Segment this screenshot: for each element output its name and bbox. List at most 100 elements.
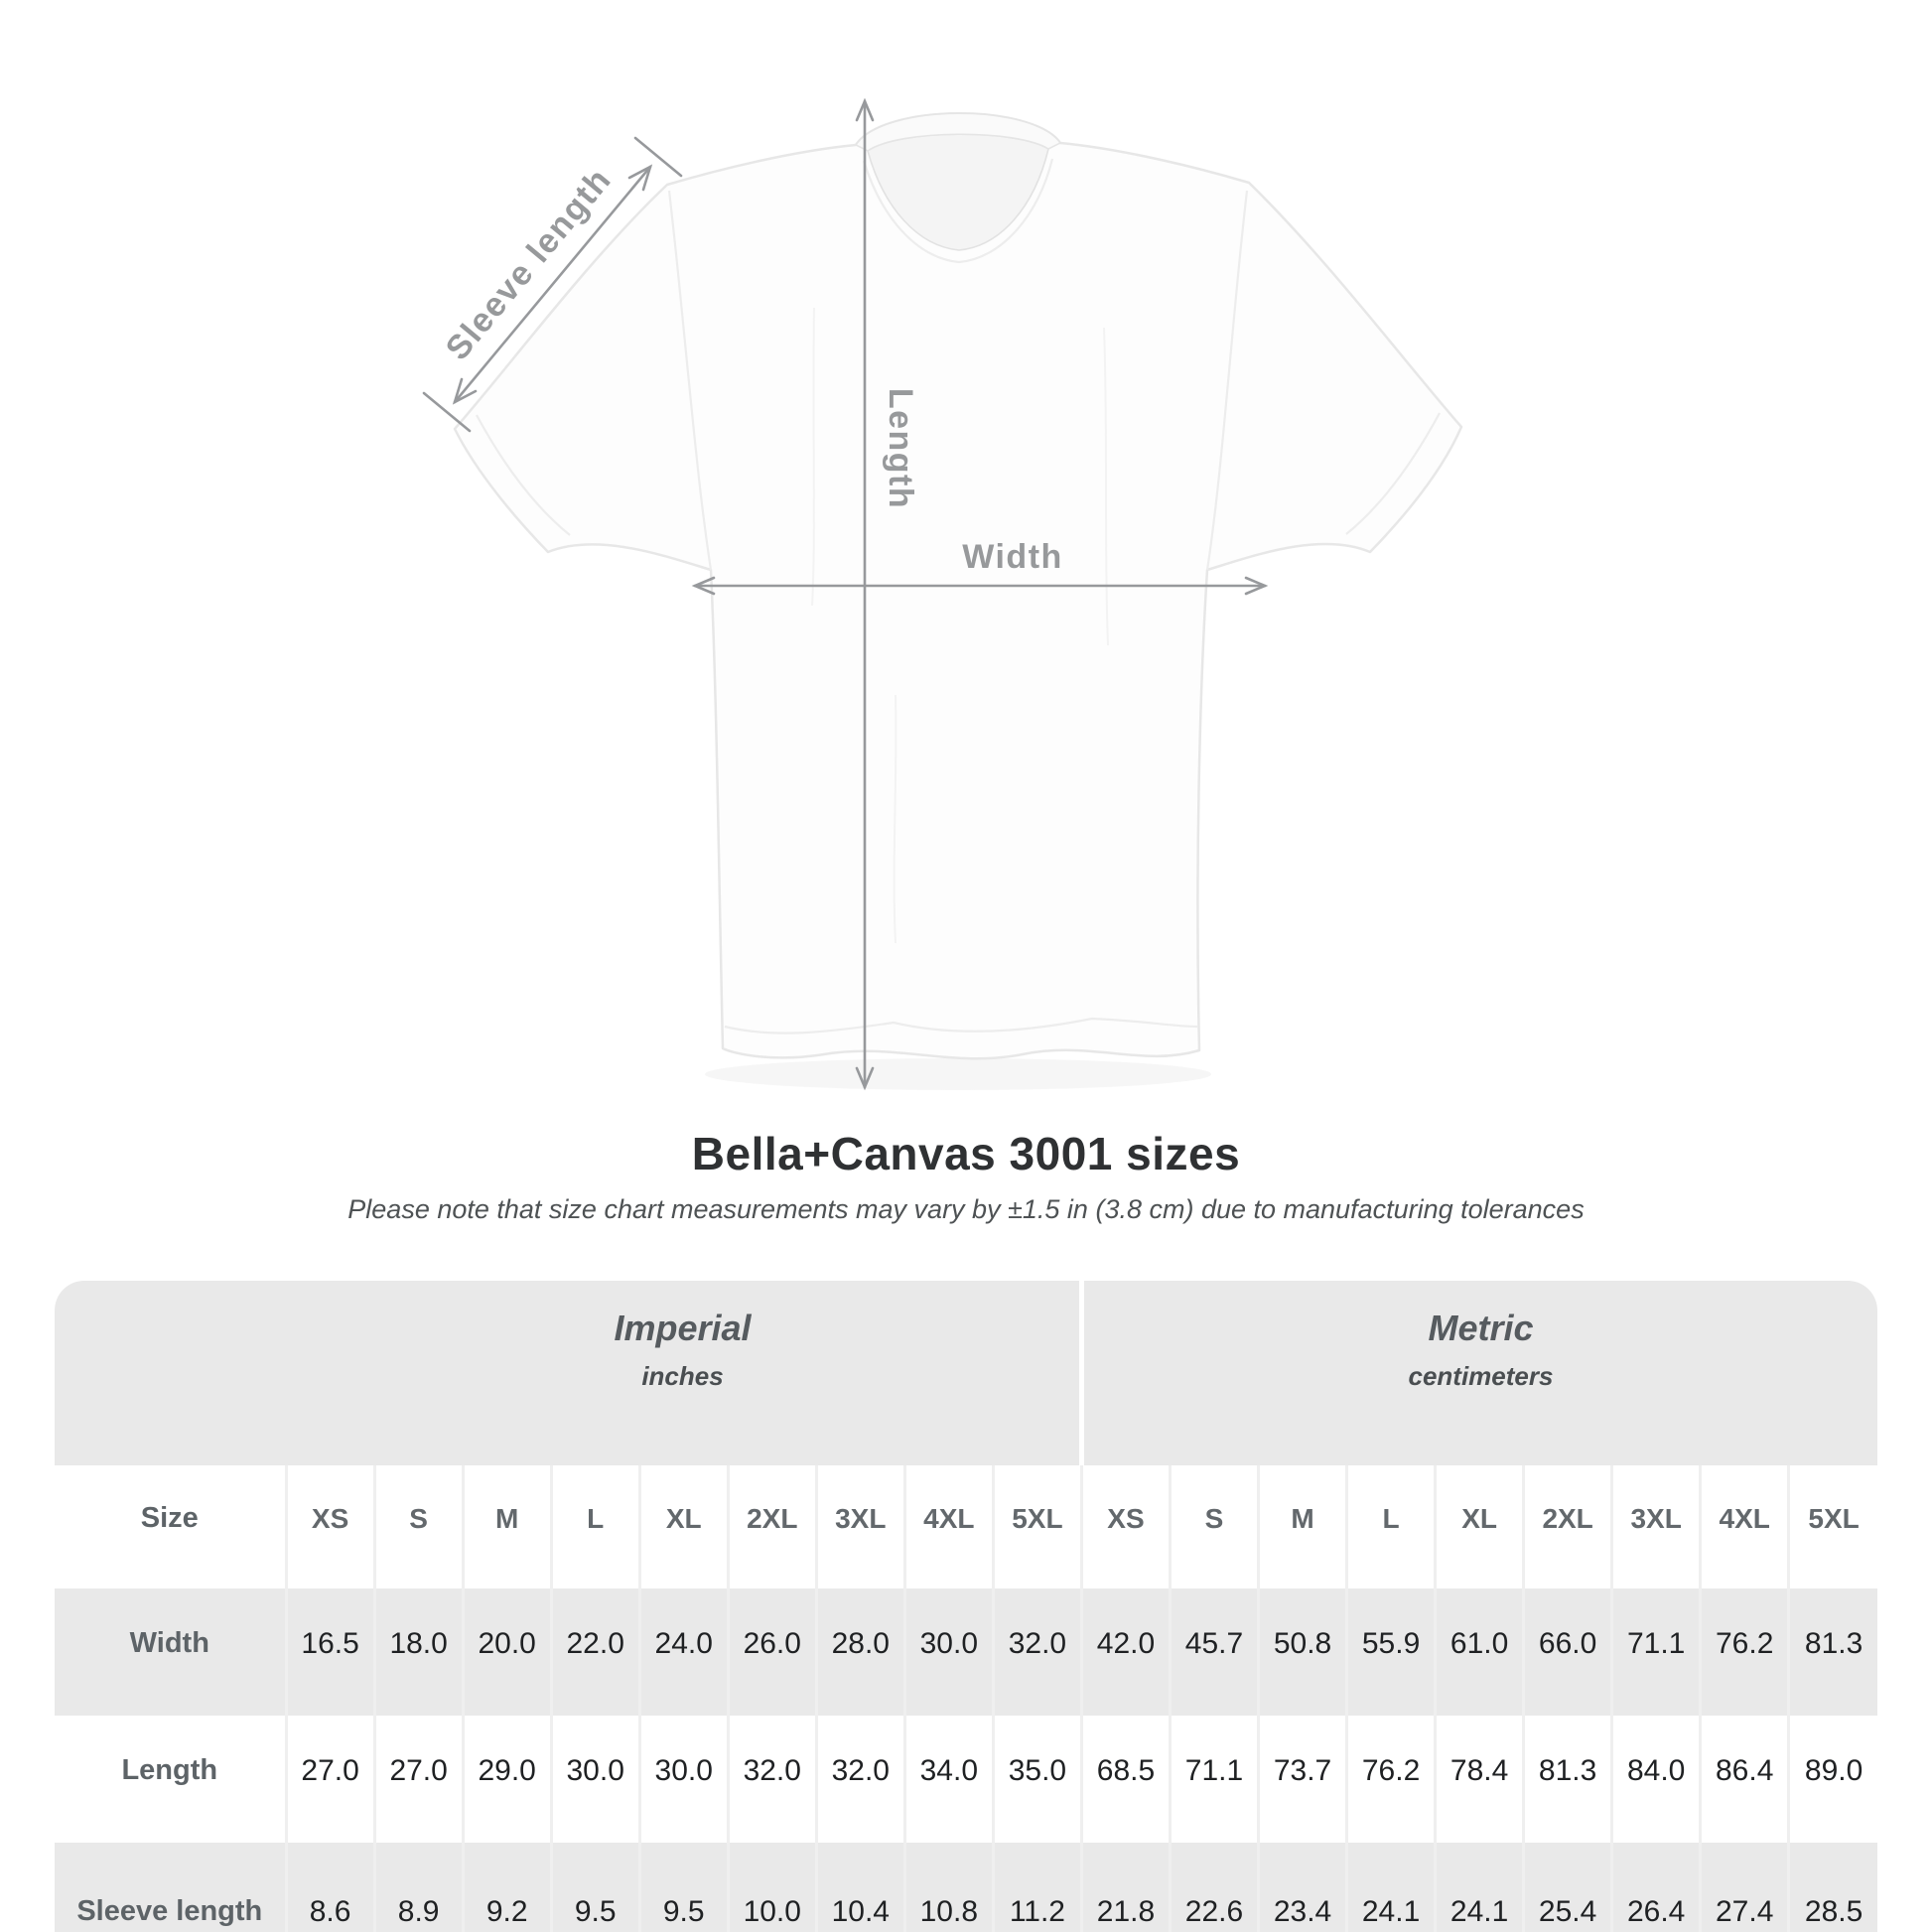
size-col-header-metric-l: L <box>1345 1464 1436 1588</box>
length-metric-l: 76.2 <box>1345 1715 1436 1843</box>
width-imperial-m: 20.0 <box>461 1587 552 1716</box>
row-label-sleeve-length: Sleeve length <box>55 1842 287 1932</box>
size-header-row: Size XS S M L XL 2XL 3XL 4XL 5XL XS S M … <box>55 1464 1877 1588</box>
length-dimension-arrow: Length <box>855 97 919 1091</box>
width-metric-l: 55.9 <box>1345 1587 1436 1716</box>
length-imperial-s: 27.0 <box>372 1715 464 1843</box>
sleeve-imperial-3xl: 10.4 <box>814 1842 905 1932</box>
size-col-header-metric-m: M <box>1257 1464 1347 1588</box>
sleeve-imperial-s: 8.9 <box>372 1842 464 1932</box>
width-imperial-3xl: 28.0 <box>814 1587 905 1716</box>
length-imperial-3xl: 32.0 <box>814 1715 905 1843</box>
length-metric-xs: 68.5 <box>1079 1715 1171 1843</box>
width-metric-m: 50.8 <box>1257 1587 1347 1716</box>
size-col-header-imperial-2xl: 2XL <box>726 1464 817 1588</box>
width-metric-5xl: 81.3 <box>1787 1587 1877 1716</box>
hem-stitch <box>724 1017 1198 1035</box>
unit-group-row: Imperial inches Metric centimeters <box>55 1280 1877 1465</box>
length-metric-s: 71.1 <box>1168 1715 1259 1843</box>
sleeve-metric-l: 24.1 <box>1345 1842 1436 1932</box>
size-col-header-imperial-xl: XL <box>637 1464 729 1588</box>
size-col-header-imperial-5xl: 5XL <box>991 1464 1082 1588</box>
imperial-unit: inches <box>641 1360 724 1391</box>
wrinkle-line <box>893 694 897 944</box>
tshirt-diagram: Length Width Sleeve length <box>422 97 1463 1091</box>
sleeve-metric-5xl: 28.5 <box>1787 1842 1877 1932</box>
sleeve-metric-xl: 24.1 <box>1434 1842 1524 1932</box>
width-imperial-5xl: 32.0 <box>991 1587 1082 1716</box>
table-corner-spacer <box>55 1280 287 1465</box>
width-metric-xl: 61.0 <box>1434 1587 1524 1716</box>
size-table: Imperial inches Metric centimeters Size … <box>55 1280 1877 1932</box>
sleeve-imperial-m: 9.2 <box>461 1842 552 1932</box>
width-imperial-2xl: 26.0 <box>726 1587 817 1716</box>
left-cuff-seam <box>476 414 571 536</box>
neckline-stitch <box>862 158 1054 264</box>
left-sleeve-seam <box>667 190 713 571</box>
length-imperial-5xl: 35.0 <box>991 1715 1082 1843</box>
length-metric-xl: 78.4 <box>1434 1715 1524 1843</box>
sleeve-metric-m: 23.4 <box>1257 1842 1347 1932</box>
metric-label: Metric <box>1428 1307 1534 1348</box>
page-title: Bella+Canvas 3001 sizes <box>691 1128 1241 1179</box>
sleeve-imperial-5xl: 11.2 <box>991 1842 1082 1932</box>
length-metric-m: 73.7 <box>1257 1715 1347 1843</box>
length-imperial-xs: 27.0 <box>284 1715 375 1843</box>
size-table-card: Imperial inches Metric centimeters Size … <box>55 1280 1877 1932</box>
width-metric-4xl: 76.2 <box>1699 1587 1789 1716</box>
size-corner-header: Size <box>55 1464 287 1588</box>
length-imperial-2xl: 32.0 <box>726 1715 817 1843</box>
size-col-header-metric-s: S <box>1168 1464 1259 1588</box>
sleeve-metric-3xl: 26.4 <box>1610 1842 1701 1932</box>
width-dimension-arrow: Width <box>691 538 1269 596</box>
sleeve-metric-xs: 21.8 <box>1079 1842 1171 1932</box>
sleeve-imperial-xs: 8.6 <box>284 1842 375 1932</box>
length-imperial-m: 29.0 <box>461 1715 552 1843</box>
size-col-header-metric-2xl: 2XL <box>1522 1464 1612 1588</box>
sleeve-imperial-4xl: 10.8 <box>902 1842 994 1932</box>
right-cuff-seam <box>1345 412 1441 535</box>
sleeve-length-row: Sleeve length 8.6 8.9 9.2 9.5 9.5 10.0 1… <box>55 1842 1877 1932</box>
size-col-header-metric-xs: XS <box>1079 1464 1171 1588</box>
size-col-header-imperial-4xl: 4XL <box>902 1464 994 1588</box>
length-imperial-xl: 30.0 <box>637 1715 729 1843</box>
length-label: Length <box>882 388 919 509</box>
width-imperial-4xl: 30.0 <box>902 1587 994 1716</box>
width-imperial-l: 22.0 <box>549 1587 640 1716</box>
width-imperial-s: 18.0 <box>372 1587 464 1716</box>
sleeve-metric-2xl: 25.4 <box>1522 1842 1612 1932</box>
width-metric-2xl: 66.0 <box>1522 1587 1612 1716</box>
tshirt-diagram-section: Length Width Sleeve length <box>422 97 1463 1091</box>
sleeve-metric-s: 22.6 <box>1168 1842 1259 1932</box>
sleeve-imperial-xl: 9.5 <box>637 1842 729 1932</box>
size-col-header-metric-4xl: 4XL <box>1699 1464 1789 1588</box>
size-col-header-metric-xl: XL <box>1434 1464 1524 1588</box>
length-metric-3xl: 84.0 <box>1610 1715 1701 1843</box>
size-col-header-imperial-xs: XS <box>284 1464 375 1588</box>
width-metric-3xl: 71.1 <box>1610 1587 1701 1716</box>
tolerance-note: Please note that size chart measurements… <box>347 1193 1585 1224</box>
width-metric-xs: 42.0 <box>1079 1587 1171 1716</box>
length-imperial-4xl: 34.0 <box>902 1715 994 1843</box>
wrinkle-line <box>1103 327 1109 646</box>
sleeve-imperial-l: 9.5 <box>549 1842 640 1932</box>
length-metric-5xl: 89.0 <box>1787 1715 1877 1843</box>
width-row: Width 16.5 18.0 20.0 22.0 24.0 26.0 28.0… <box>55 1587 1877 1716</box>
right-sleeve-seam <box>1205 190 1249 571</box>
length-row: Length 27.0 27.0 29.0 30.0 30.0 32.0 32.… <box>55 1715 1877 1843</box>
size-col-header-metric-3xl: 3XL <box>1610 1464 1701 1588</box>
size-col-header-imperial-m: M <box>461 1464 552 1588</box>
width-metric-s: 45.7 <box>1168 1587 1259 1716</box>
sleeve-imperial-2xl: 10.0 <box>726 1842 817 1932</box>
row-label-width: Width <box>55 1587 287 1716</box>
length-imperial-l: 30.0 <box>549 1715 640 1843</box>
metric-group-header: Metric centimeters <box>1078 1280 1877 1465</box>
shirt-shadow <box>705 1058 1211 1090</box>
size-col-header-imperial-s: S <box>372 1464 464 1588</box>
length-metric-2xl: 81.3 <box>1522 1715 1612 1843</box>
metric-unit: centimeters <box>1408 1360 1554 1391</box>
collar-ribbing <box>854 112 1062 152</box>
width-imperial-xl: 24.0 <box>637 1587 729 1716</box>
size-col-header-imperial-3xl: 3XL <box>814 1464 905 1588</box>
